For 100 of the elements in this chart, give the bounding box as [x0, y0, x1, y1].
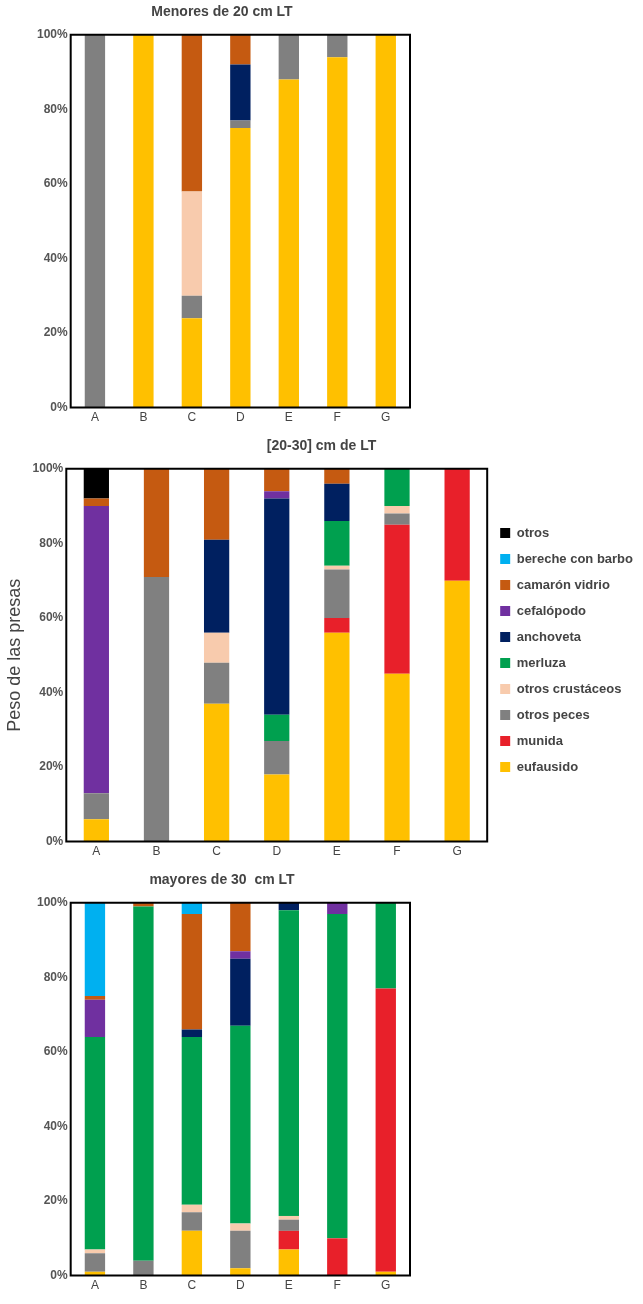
- y-tick-label: 20%: [43, 1193, 69, 1208]
- y-tick-label: 100%: [36, 895, 69, 910]
- bar: [83, 506, 109, 794]
- legend-label: bereche con barbo: [516, 550, 634, 566]
- bar: [230, 958, 251, 1026]
- bar: [230, 951, 251, 959]
- bar: [324, 520, 350, 566]
- chart-title: Menores de 20 cm LT: [151, 3, 294, 20]
- bar: [83, 793, 109, 820]
- bar: [324, 468, 350, 484]
- bar: [327, 34, 348, 58]
- bar: [230, 902, 251, 952]
- bar: [324, 632, 350, 842]
- bar: [84, 34, 106, 408]
- bar: [264, 468, 290, 492]
- bar: [327, 913, 348, 1239]
- bar: [278, 910, 299, 1216]
- bar: [230, 64, 251, 121]
- bar: [84, 1037, 106, 1250]
- bar: [327, 57, 348, 408]
- bar: [203, 632, 230, 663]
- bar: [133, 34, 154, 408]
- bar: [203, 539, 230, 633]
- bar: [84, 996, 106, 1000]
- bar: [264, 498, 290, 715]
- bar: [143, 468, 170, 577]
- x-tick-label: F: [333, 1278, 341, 1293]
- bar: [327, 1238, 348, 1276]
- x-tick-label: E: [284, 1278, 293, 1293]
- y-tick-label: 60%: [39, 610, 64, 625]
- legend-label: eufausido: [516, 758, 579, 774]
- x-tick-label: B: [152, 844, 161, 859]
- legend-label: merluza: [516, 654, 567, 670]
- bar: [230, 1223, 251, 1231]
- bar: [324, 569, 350, 618]
- bar: [84, 999, 106, 1038]
- y-tick-label: 40%: [39, 684, 64, 699]
- y-tick-label: 80%: [39, 535, 64, 550]
- bar: [181, 1230, 203, 1276]
- y-tick-label: 0%: [45, 833, 64, 848]
- x-tick-label: F: [393, 844, 401, 859]
- bar: [375, 988, 396, 1272]
- bar: [181, 34, 203, 192]
- bar: [384, 506, 410, 514]
- y-tick-label: 80%: [43, 101, 69, 116]
- y-tick-label: 100%: [36, 27, 69, 42]
- y-tick-label: 80%: [43, 969, 69, 984]
- x-tick-label: D: [236, 410, 246, 425]
- bar: [375, 902, 396, 989]
- bar: [181, 1029, 203, 1038]
- bar: [83, 498, 109, 507]
- bar: [83, 819, 109, 842]
- x-tick-label: A: [90, 1278, 99, 1293]
- y-tick-label: 40%: [43, 250, 69, 265]
- x-tick-label: E: [332, 844, 341, 859]
- bar: [84, 1253, 106, 1272]
- x-tick-label: C: [187, 1278, 197, 1293]
- bar: [181, 191, 203, 296]
- bar: [230, 1025, 251, 1224]
- bar: [384, 524, 410, 674]
- bar: [384, 468, 410, 507]
- x-tick-label: D: [272, 844, 282, 859]
- legend-label: camarón vidrio: [516, 576, 610, 592]
- y-tick-label: 40%: [43, 1118, 69, 1133]
- bar: [278, 1230, 299, 1250]
- x-tick-label: C: [212, 844, 222, 859]
- bar: [181, 1037, 203, 1205]
- bar: [203, 703, 230, 842]
- legend-label: otros: [516, 524, 550, 540]
- bar: [264, 491, 290, 499]
- bar: [444, 580, 470, 842]
- bar: [278, 34, 299, 80]
- bar: [181, 1212, 203, 1231]
- bar: [278, 79, 299, 408]
- bar: [181, 1204, 203, 1213]
- chart-title: mayores de 30 cm LT: [149, 871, 296, 888]
- bar: [278, 1249, 299, 1276]
- bar: [324, 617, 350, 633]
- legend-label: cefalópodo: [516, 602, 587, 618]
- y-tick-label: 20%: [39, 759, 64, 774]
- bar: [264, 714, 290, 741]
- x-tick-label: A: [90, 410, 99, 425]
- bar: [181, 318, 203, 408]
- bar: [384, 673, 410, 842]
- legend-label: otros peces: [516, 706, 590, 722]
- x-tick-label: G: [381, 410, 391, 425]
- bar: [324, 483, 350, 521]
- bar: [230, 1230, 251, 1269]
- y-tick-label: 20%: [43, 325, 69, 340]
- x-tick-label: A: [92, 844, 101, 859]
- bar: [203, 662, 230, 704]
- bar: [444, 468, 470, 581]
- bar: [230, 120, 251, 128]
- bar: [384, 513, 410, 525]
- y-tick-label: 100%: [32, 461, 64, 476]
- bar: [264, 740, 290, 775]
- bar: [264, 774, 290, 842]
- legend-label: anchoveta: [516, 628, 582, 644]
- bar: [230, 128, 251, 408]
- y-tick-label: 60%: [43, 176, 69, 191]
